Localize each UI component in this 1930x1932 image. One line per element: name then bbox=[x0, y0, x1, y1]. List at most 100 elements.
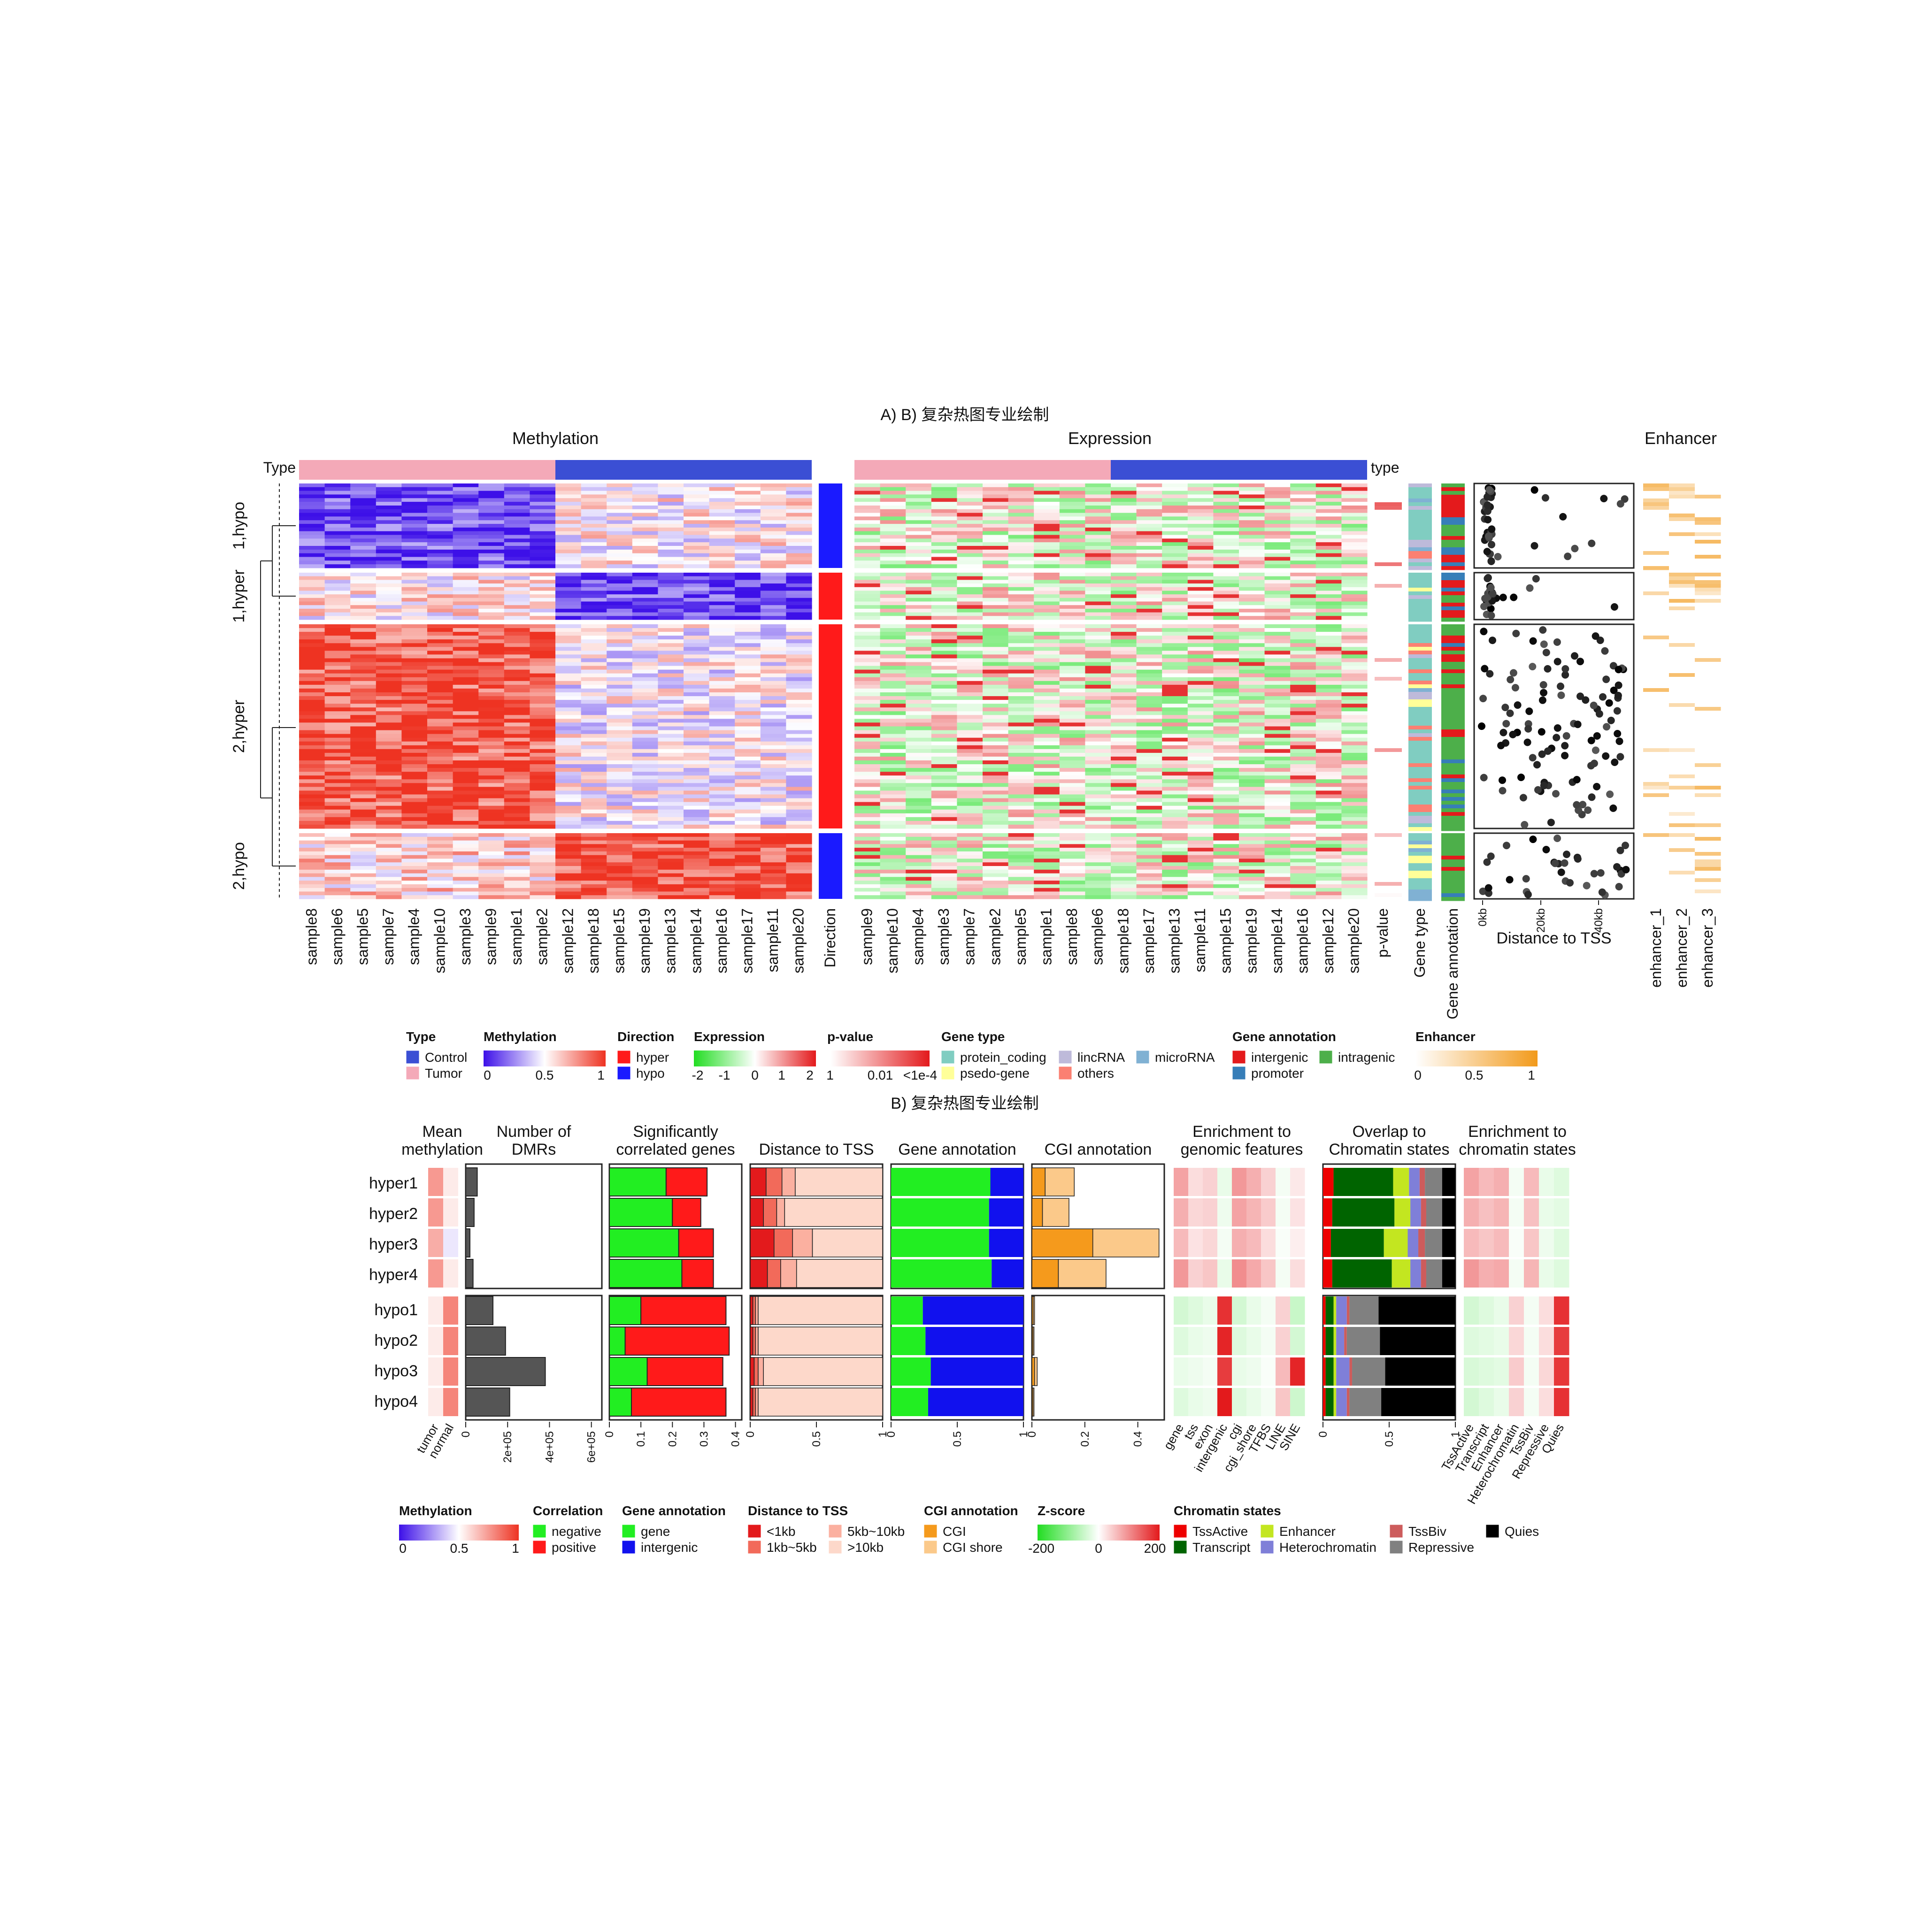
methylation-cell bbox=[786, 550, 812, 553]
expression-cell bbox=[1341, 841, 1367, 844]
methylation-cell bbox=[504, 516, 530, 520]
methylation-cell bbox=[350, 651, 376, 655]
expression-cell bbox=[1111, 813, 1137, 818]
gene-type-cell bbox=[1408, 752, 1432, 756]
methylation-cell bbox=[735, 810, 761, 814]
methylation-cell bbox=[709, 859, 735, 862]
methylation-cell bbox=[299, 524, 325, 528]
expression-cell bbox=[1265, 598, 1291, 602]
methylation-cell bbox=[684, 719, 709, 723]
methylation-cell bbox=[786, 749, 812, 753]
methylation-cell bbox=[453, 764, 479, 768]
methylation-cell bbox=[530, 636, 555, 640]
expression-cell bbox=[1290, 509, 1316, 513]
methylation-cell bbox=[786, 605, 812, 609]
expression-cell bbox=[1341, 848, 1367, 851]
expression-cell bbox=[1213, 806, 1239, 810]
enhancer-cell bbox=[1669, 591, 1695, 596]
methylation-cell bbox=[376, 715, 402, 719]
methylation-cell bbox=[401, 795, 427, 799]
gene-annotation-cell bbox=[1441, 729, 1465, 734]
expression-cell bbox=[880, 639, 906, 644]
expression-cell bbox=[1060, 884, 1085, 888]
enhancer-cell bbox=[1643, 566, 1669, 570]
methylation-cell bbox=[350, 674, 376, 678]
methylation-cell bbox=[350, 870, 376, 874]
expression-cell bbox=[1290, 495, 1316, 498]
expression-cell bbox=[931, 745, 957, 750]
expression-cell bbox=[1137, 483, 1162, 487]
enhancer-cell bbox=[1643, 551, 1669, 555]
methylation-cell bbox=[478, 779, 504, 783]
methylation-cell bbox=[632, 557, 658, 561]
expression-cell bbox=[1060, 628, 1085, 632]
methylation-cell bbox=[684, 881, 709, 884]
p-value-cell bbox=[1375, 793, 1402, 797]
methylation-cell bbox=[530, 542, 555, 546]
methylation-cell bbox=[478, 609, 504, 613]
enhancer-cell bbox=[1669, 529, 1695, 533]
methylation-cell bbox=[658, 817, 684, 821]
methylation-cell bbox=[376, 790, 402, 795]
methylation-cell bbox=[581, 685, 607, 689]
methylation-cell bbox=[401, 509, 427, 513]
enhancer-cell bbox=[1643, 559, 1669, 563]
expression-cell bbox=[880, 787, 906, 791]
expression-cell bbox=[1060, 760, 1085, 765]
methylation-cell bbox=[632, 583, 658, 587]
gene-annotation-cell bbox=[1441, 573, 1465, 577]
methylation-cell bbox=[555, 719, 581, 723]
gene-annotation-cell bbox=[1441, 684, 1465, 689]
expression-cell bbox=[1239, 557, 1265, 561]
methylation-cell bbox=[453, 681, 479, 685]
methylation-cell bbox=[376, 605, 402, 609]
expression-cell bbox=[1085, 491, 1111, 495]
methylation-cell bbox=[684, 817, 709, 821]
expression-cell bbox=[931, 821, 957, 825]
expression-cell bbox=[1341, 742, 1367, 746]
expression-cell bbox=[983, 742, 1008, 746]
expression-cell bbox=[1137, 768, 1162, 772]
expression-cell bbox=[1290, 859, 1316, 862]
methylation-cell bbox=[735, 798, 761, 803]
expression-cell bbox=[1034, 557, 1060, 561]
methylation-cell bbox=[658, 711, 684, 715]
methylation-cell bbox=[478, 557, 504, 561]
scatter-point bbox=[1507, 676, 1514, 683]
expression-cell bbox=[1137, 513, 1162, 517]
expression-cell bbox=[983, 753, 1008, 757]
row-group-label: 1,hypo bbox=[230, 502, 248, 550]
methylation-cell bbox=[453, 674, 479, 678]
scatter-point bbox=[1542, 494, 1549, 502]
methylation-cell bbox=[786, 821, 812, 825]
expression-cell bbox=[1316, 738, 1342, 742]
expression-cell bbox=[957, 757, 983, 761]
methylation-cell bbox=[658, 779, 684, 783]
expression-cell bbox=[1008, 760, 1034, 765]
expression-cell bbox=[1085, 768, 1111, 772]
methylation-cell bbox=[761, 677, 786, 682]
methylation-cell bbox=[299, 870, 325, 874]
expression-cell bbox=[1213, 483, 1239, 487]
expression-cell bbox=[1239, 745, 1265, 750]
gene-annotation-cell bbox=[1441, 540, 1465, 544]
methylation-cell bbox=[530, 753, 555, 757]
expression-cell bbox=[1341, 538, 1367, 542]
methylation-cell bbox=[478, 881, 504, 884]
expression-cell bbox=[1034, 602, 1060, 606]
methylation-cell bbox=[325, 628, 351, 632]
expression-cell bbox=[1239, 715, 1265, 719]
expression-cell bbox=[983, 895, 1008, 899]
expression-cell bbox=[1034, 696, 1060, 700]
expression-cell bbox=[1085, 602, 1111, 606]
methylation-cell bbox=[555, 870, 581, 874]
methylation-cell bbox=[350, 772, 376, 776]
gene-annotation-cell bbox=[1441, 614, 1465, 618]
methylation-cell bbox=[658, 643, 684, 647]
expression-cell bbox=[1265, 810, 1291, 814]
expression-cell bbox=[983, 711, 1008, 715]
methylation-cell bbox=[350, 639, 376, 644]
expression-cell bbox=[1137, 825, 1162, 829]
expression-cell bbox=[1316, 643, 1342, 647]
expression-cell bbox=[931, 616, 957, 620]
